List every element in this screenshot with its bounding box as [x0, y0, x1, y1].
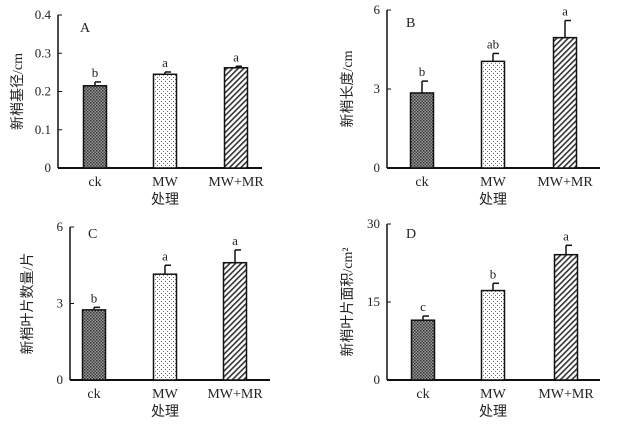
- significance-letter: a: [162, 55, 168, 70]
- x-tick-label: MW+MR: [208, 175, 264, 190]
- significance-letter: a: [162, 248, 168, 263]
- bar-ck: [410, 319, 436, 381]
- x-axis-label: 处理: [151, 404, 179, 420]
- significance-letter: a: [232, 233, 238, 248]
- y-axis-label: 新梢长度/cm: [340, 50, 356, 127]
- x-tick-label: MW+MR: [207, 387, 263, 402]
- bar-mw-mr: [222, 261, 248, 381]
- x-tick-label: MW: [152, 387, 178, 402]
- y-tick-label: 15: [367, 294, 380, 309]
- significance-letter: b: [419, 64, 426, 79]
- chart-panel-d: 0 15 30 D 新梢叶片面积/cm² c ck b MW a MW+MR 处理: [340, 216, 600, 420]
- panel-label: C: [88, 227, 97, 242]
- x-axis-label: 处理: [151, 192, 179, 208]
- significance-letter: b: [92, 65, 99, 80]
- x-tick-label: ck: [415, 175, 428, 190]
- y-tick-label: 30: [367, 216, 380, 231]
- bar-ck: [81, 309, 107, 381]
- bar-ck: [409, 92, 435, 169]
- bar-mw: [480, 289, 506, 381]
- y-tick-label: 0.2: [35, 84, 51, 99]
- x-tick-label: ck: [87, 387, 100, 402]
- significance-letter: a: [562, 4, 568, 19]
- y-tick-label: 6: [57, 219, 64, 234]
- x-axis-label: 处理: [479, 192, 507, 208]
- bar-mw-mr: [223, 67, 249, 169]
- y-tick-label: 0: [45, 160, 52, 175]
- y-tick-label: 3: [374, 81, 381, 96]
- y-tick-label: 0.3: [35, 45, 51, 60]
- y-tick-label: 3: [57, 296, 64, 311]
- bar-mw: [152, 73, 178, 169]
- bar-mw-mr: [553, 253, 579, 381]
- x-tick-label: MW+MR: [537, 175, 593, 190]
- significance-letter: c: [420, 299, 426, 314]
- y-tick-label: 0.1: [35, 122, 51, 137]
- x-tick-label: MW: [480, 387, 506, 402]
- x-tick-label: ck: [416, 387, 429, 402]
- significance-letter: b: [490, 266, 497, 281]
- y-tick-label: 0.4: [35, 7, 52, 22]
- bar-mw-mr: [552, 36, 578, 169]
- y-tick-label: 0: [374, 160, 381, 175]
- x-tick-label: MW+MR: [538, 387, 594, 402]
- x-tick-label: MW: [152, 175, 178, 190]
- panel-label: A: [80, 21, 91, 36]
- y-axis-label: 新梢基径/cm: [9, 53, 26, 130]
- chart-panel-b: 0 3 6 B 新梢长度/cm b ck ab MW a MW+MR 处理: [340, 2, 600, 208]
- y-tick-label: 6: [374, 2, 381, 17]
- significance-letter: a: [233, 49, 239, 64]
- x-tick-label: ck: [88, 175, 101, 190]
- x-tick-label: MW: [480, 175, 506, 190]
- x-axis-label: 处理: [479, 404, 507, 420]
- panel-label: D: [406, 227, 416, 242]
- bar-mw: [152, 273, 178, 381]
- chart-panel-a: 0 0.1 0.2 0.3 0.4 A 新梢基径/cm b ck a MW a MW+MR 处理: [9, 7, 264, 208]
- bar-mw: [480, 60, 506, 169]
- chart-panel-c: 0 3 6 C 新梢叶片数量/片 b ck a MW a MW+MR 处理: [20, 219, 270, 420]
- y-axis-label: 新梢叶片面积/cm²: [340, 247, 356, 356]
- significance-letter: a: [563, 228, 569, 243]
- y-tick-label: 0: [57, 372, 64, 387]
- y-axis-label: 新梢叶片数量/片: [20, 253, 36, 355]
- significance-letter: b: [91, 290, 98, 305]
- bar-ck: [82, 85, 108, 169]
- y-tick-label: 0: [374, 372, 381, 387]
- significance-letter: ab: [487, 36, 499, 51]
- panel-label: B: [406, 16, 415, 31]
